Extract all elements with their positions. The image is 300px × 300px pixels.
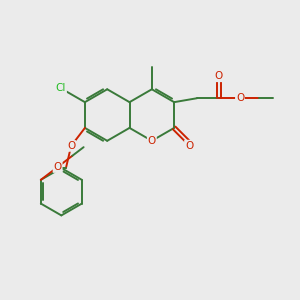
Text: O: O — [148, 136, 156, 146]
Text: Cl: Cl — [56, 83, 66, 93]
Text: O: O — [53, 162, 62, 172]
Text: O: O — [236, 93, 244, 103]
Text: O: O — [185, 141, 193, 151]
Text: O: O — [67, 141, 75, 151]
Text: O: O — [215, 71, 223, 81]
